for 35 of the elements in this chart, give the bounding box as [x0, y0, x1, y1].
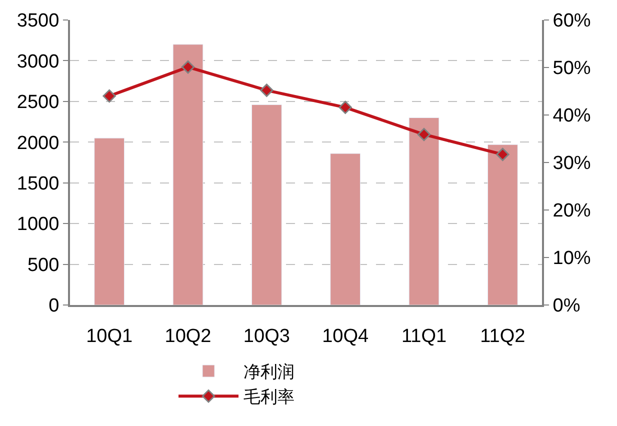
bar — [251, 104, 282, 305]
y-tick-label: 2000 — [16, 132, 60, 154]
point — [417, 128, 431, 142]
y2-tick-label: 20% — [552, 200, 591, 222]
point — [181, 60, 195, 74]
legend-label: 毛利率 — [244, 388, 294, 407]
y2-tick-label: 0% — [552, 296, 580, 317]
x-tick-label: 10Q1 — [86, 326, 133, 347]
y2-tick-label: 40% — [552, 106, 591, 127]
y2-tick-label: 50% — [552, 58, 591, 80]
y-tick-label: 1000 — [16, 214, 60, 236]
point — [496, 148, 510, 162]
y-tick-label: 3500 — [16, 10, 60, 32]
point — [338, 100, 352, 114]
bar — [408, 117, 440, 305]
y-tick-label: 0 — [48, 296, 60, 317]
y2-tick-label: 30% — [552, 153, 591, 174]
bar — [172, 44, 204, 305]
bar — [330, 153, 361, 305]
y2-tick-label: 10% — [552, 248, 591, 270]
y-tick-label: 3000 — [16, 51, 60, 72]
x-tick-label: 11Q2 — [480, 326, 526, 347]
point — [260, 84, 274, 97]
x-tick-label: 10Q2 — [164, 326, 212, 347]
point — [102, 89, 116, 103]
x-tick-label: 11Q1 — [401, 326, 447, 347]
x-tick-label: 10Q3 — [243, 326, 290, 347]
y-tick-label: 2500 — [16, 92, 60, 114]
y2-tick-label: 60% — [552, 10, 591, 32]
y-tick-label: 500 — [27, 254, 60, 276]
bar — [487, 144, 518, 305]
legend-label: 净利润 — [244, 362, 294, 382]
bar — [94, 138, 125, 305]
y-tick-label: 1500 — [16, 174, 60, 195]
x-tick-label: 10Q4 — [322, 326, 369, 347]
